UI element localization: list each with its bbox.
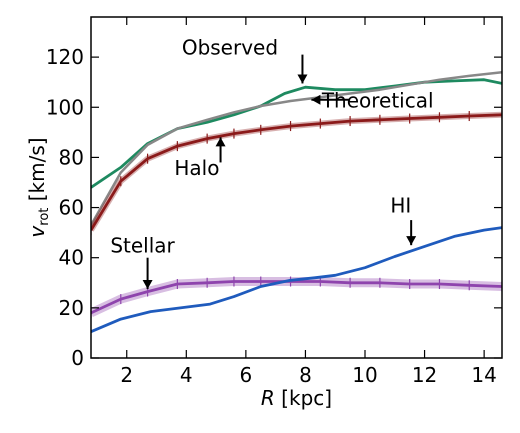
series-halo-line xyxy=(91,113,502,231)
x-axis-variable: R xyxy=(261,386,275,410)
annotation-halo-label: Halo xyxy=(174,156,219,180)
series-stellar-band xyxy=(91,277,502,317)
y-axis-subscript: rot xyxy=(37,208,52,226)
annotation-hi-arrow-head xyxy=(406,236,417,246)
annotation-observed-arrow-head xyxy=(297,74,308,84)
series-layer xyxy=(91,70,502,333)
series-observed-line xyxy=(91,78,502,189)
annotation-theoretical-arrow-head xyxy=(311,94,321,105)
y-tick-label: 20 xyxy=(59,296,84,320)
series-halo-band xyxy=(91,111,502,232)
x-tick-label: 6 xyxy=(240,363,253,387)
x-tick-label: 14 xyxy=(471,363,496,387)
y-tick-label: 80 xyxy=(59,145,84,169)
annotation-stellar-arrow-head xyxy=(142,280,153,290)
y-tick-label: 120 xyxy=(46,45,84,69)
x-tick-label: 4 xyxy=(180,363,193,387)
y-axis-variable: v xyxy=(25,225,49,238)
x-tick-label: 2 xyxy=(120,363,133,387)
x-tick-label: 12 xyxy=(412,363,437,387)
axes-layer: 2 4 6 8 10 12 14 0 20 40 60 80 100 120 R [kpc] vrot [km… xyxy=(25,16,503,410)
y-tick-label: 40 xyxy=(59,246,84,270)
x-axis-label: R [kpc] xyxy=(261,386,332,410)
y-axis-label: vrot [km/s] xyxy=(25,137,52,237)
series-hi-line xyxy=(91,226,502,333)
annotation-observed-label: Observed xyxy=(182,36,278,60)
annotation-stellar-label: Stellar xyxy=(110,234,175,258)
y-tick-label: 60 xyxy=(59,196,84,220)
series-theoretical-line xyxy=(91,70,502,226)
y-tick-label: 0 xyxy=(71,346,84,370)
x-tick-label: 8 xyxy=(299,363,312,387)
annotation-halo-arrow-head xyxy=(215,137,226,147)
annotation-hi-label: HI xyxy=(390,194,411,218)
y-axis-unit: [km/s] xyxy=(25,137,49,207)
y-tick-label: 100 xyxy=(46,95,84,119)
x-tick-label: 10 xyxy=(352,363,377,387)
axes-frame xyxy=(90,16,503,359)
x-axis-unit: [kpc] xyxy=(275,386,332,410)
